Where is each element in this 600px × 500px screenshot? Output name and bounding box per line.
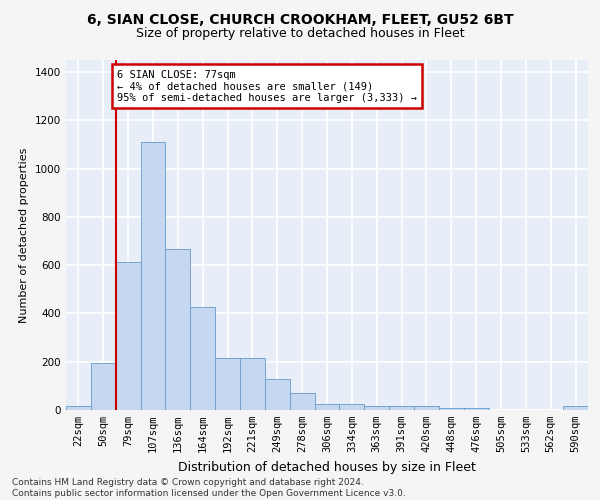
Bar [389,406,414,410]
Bar [116,262,140,410]
Bar [439,408,464,410]
Bar [464,408,488,410]
Bar [563,406,588,410]
Bar [91,363,116,410]
Bar [240,358,265,410]
Bar [290,393,314,410]
Bar [190,308,215,410]
Bar [166,250,190,410]
Bar [314,404,340,410]
X-axis label: Distribution of detached houses by size in Fleet: Distribution of detached houses by size … [178,460,476,473]
Bar [265,378,290,410]
Text: Size of property relative to detached houses in Fleet: Size of property relative to detached ho… [136,28,464,40]
Bar [414,406,439,410]
Text: Contains HM Land Registry data © Crown copyright and database right 2024.
Contai: Contains HM Land Registry data © Crown c… [12,478,406,498]
Bar [364,406,389,410]
Bar [340,404,364,410]
Bar [66,406,91,410]
Y-axis label: Number of detached properties: Number of detached properties [19,148,29,322]
Text: 6 SIAN CLOSE: 77sqm
← 4% of detached houses are smaller (149)
95% of semi-detach: 6 SIAN CLOSE: 77sqm ← 4% of detached hou… [117,70,417,103]
Bar [215,358,240,410]
Text: 6, SIAN CLOSE, CHURCH CROOKHAM, FLEET, GU52 6BT: 6, SIAN CLOSE, CHURCH CROOKHAM, FLEET, G… [86,12,514,26]
Bar [140,142,166,410]
